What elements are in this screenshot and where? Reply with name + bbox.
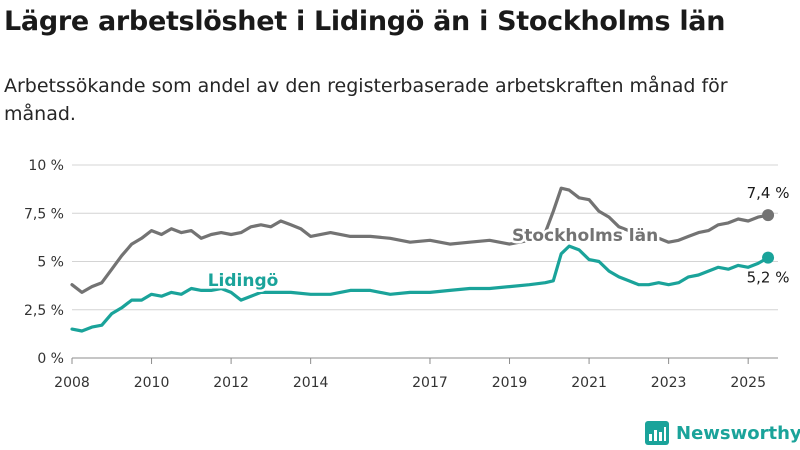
chart-subtitle: Arbetssökande som andel av den registerb… bbox=[4, 75, 728, 125]
newsworthy-brand: Newsworthy bbox=[645, 420, 800, 446]
newsworthy-logo-icon bbox=[645, 421, 669, 445]
x-tick-label: 2017 bbox=[412, 375, 448, 391]
y-tick-label: 2,5 % bbox=[24, 303, 64, 319]
brand-name: Newsworthy bbox=[676, 422, 800, 444]
x-tick-label: 2012 bbox=[213, 375, 249, 391]
chart-title: Lägre arbetslöshet i Lidingö än i Stockh… bbox=[4, 6, 726, 37]
series-end-point bbox=[762, 209, 775, 222]
x-tick-label: 2010 bbox=[134, 375, 170, 391]
x-tick-label: 2014 bbox=[293, 375, 329, 391]
axes: 0 % 2,5 % 5 % 7,5 % 10 % 2008 2010 2012 2014 2017… bbox=[24, 158, 766, 391]
x-tick-label: 2025 bbox=[730, 375, 766, 391]
series-name-label: Stockholms län bbox=[512, 226, 658, 246]
y-tick-label: 10 % bbox=[28, 158, 64, 174]
y-tick-label: 5 % bbox=[37, 255, 64, 271]
x-tick-label: 2008 bbox=[54, 375, 90, 391]
x-tick-label: 2021 bbox=[571, 375, 607, 391]
y-tick-label: 0 % bbox=[37, 351, 64, 367]
series-line-1 bbox=[70, 244, 770, 333]
series-name-label: Lidingö bbox=[208, 271, 279, 291]
series-end-label: 5,2 % bbox=[747, 269, 790, 287]
y-tick-label: 7,5 % bbox=[24, 206, 64, 222]
series-line-0 bbox=[70, 186, 770, 294]
series-labels: 7,4 % Stockholms län 5,2 % Lidingö bbox=[205, 182, 791, 294]
series-end-point bbox=[762, 251, 775, 264]
grid-lines bbox=[72, 164, 778, 359]
series-lines bbox=[70, 186, 775, 333]
series-end-label: 7,4 % bbox=[747, 184, 790, 202]
x-tick-label: 2019 bbox=[492, 375, 528, 391]
x-tick-label: 2023 bbox=[651, 375, 687, 391]
